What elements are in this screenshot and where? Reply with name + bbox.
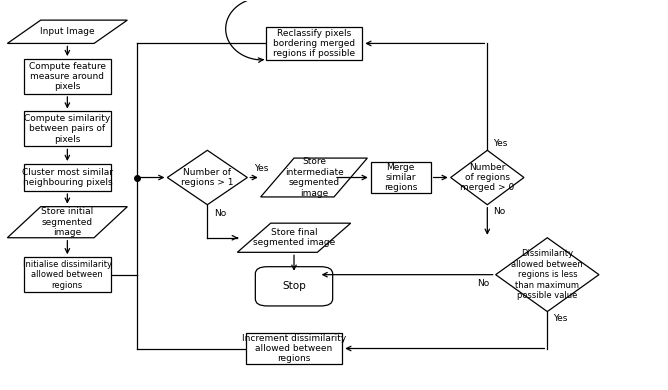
FancyBboxPatch shape	[255, 267, 333, 306]
Polygon shape	[496, 238, 599, 312]
Text: Stop: Stop	[282, 281, 306, 291]
Text: Merge
similar
regions: Merge similar regions	[384, 163, 418, 192]
Text: Compute similarity
between pairs of
pixels: Compute similarity between pairs of pixe…	[24, 114, 110, 144]
FancyBboxPatch shape	[24, 112, 111, 146]
FancyBboxPatch shape	[371, 162, 431, 193]
FancyBboxPatch shape	[24, 257, 111, 292]
Text: Yes: Yes	[493, 139, 507, 148]
Text: Yes: Yes	[254, 164, 269, 173]
Text: Store initial
segmented
image: Store initial segmented image	[41, 207, 94, 237]
Text: Increment dissimilarity
allowed between
regions: Increment dissimilarity allowed between …	[242, 333, 346, 363]
Text: Input Image: Input Image	[40, 27, 95, 36]
Polygon shape	[168, 150, 247, 205]
Polygon shape	[237, 223, 351, 252]
Polygon shape	[451, 150, 524, 205]
Text: Yes: Yes	[552, 314, 567, 323]
Text: Dissimilarity
allowed between
regions is less
than maximum
possible value: Dissimilarity allowed between regions is…	[512, 249, 583, 300]
Text: No: No	[214, 209, 226, 218]
Polygon shape	[7, 207, 128, 238]
Polygon shape	[7, 20, 128, 43]
FancyBboxPatch shape	[266, 27, 362, 60]
Polygon shape	[261, 158, 367, 197]
Text: Reclassify pixels
bordering merged
regions if possible: Reclassify pixels bordering merged regio…	[273, 28, 355, 58]
Text: No: No	[493, 207, 505, 216]
Text: Store final
segmented image: Store final segmented image	[253, 228, 335, 247]
Text: Initialise dissimilarity
allowed between
regions: Initialise dissimilarity allowed between…	[23, 260, 112, 289]
Text: Number of
regions > 1: Number of regions > 1	[181, 168, 234, 187]
FancyBboxPatch shape	[246, 333, 342, 364]
FancyBboxPatch shape	[24, 164, 111, 191]
Text: Compute feature
measure around
pixels: Compute feature measure around pixels	[29, 62, 106, 91]
FancyBboxPatch shape	[24, 59, 111, 94]
Text: No: No	[477, 278, 489, 287]
Text: Cluster most similar
neighbouring pixels: Cluster most similar neighbouring pixels	[22, 168, 113, 187]
Text: Number
of regions
merged > 0: Number of regions merged > 0	[460, 163, 514, 192]
Text: Store
intermediate
segmented
image: Store intermediate segmented image	[285, 158, 343, 198]
